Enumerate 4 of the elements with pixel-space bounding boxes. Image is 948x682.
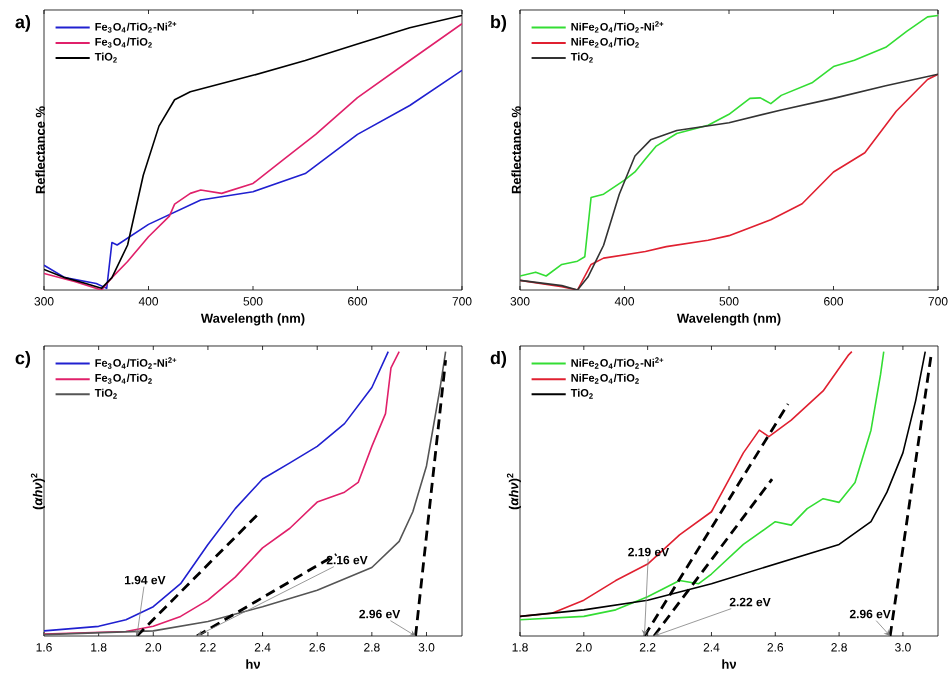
chart-title: a) — [15, 15, 31, 32]
chart-title: d) — [490, 351, 507, 368]
chart-title: b) — [491, 15, 507, 32]
chart-title: c) — [15, 351, 31, 368]
